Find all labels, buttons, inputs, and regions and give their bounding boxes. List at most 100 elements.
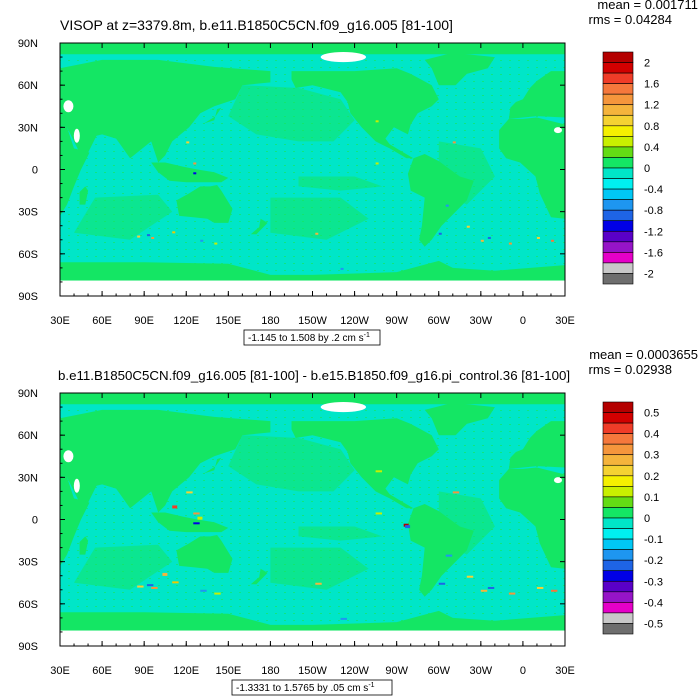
positive-anomaly-13 — [193, 512, 200, 515]
x-tick-label: 90E — [134, 665, 154, 677]
y-tick-label: 60S — [18, 599, 38, 611]
x-axis: 30E 60E 90E 120E 150E 180 150W 120W 90W 60W 30W 0 30… — [50, 393, 575, 677]
colorbar-swatch — [602, 178, 634, 190]
colorbar-swatch — [602, 623, 634, 635]
land-europe-asia — [60, 59, 271, 163]
x-tick-label: 30E — [555, 315, 575, 327]
colorbar-swatch — [602, 93, 634, 106]
colorbar-swatch — [602, 580, 634, 593]
land-africa — [60, 474, 90, 566]
ocean-near-zero-region-4 — [298, 526, 383, 541]
missing-caspian — [63, 450, 74, 463]
negative-anomaly-4 — [445, 204, 449, 207]
colorbar-swatch — [602, 401, 634, 413]
negative-anomaly-4 — [445, 554, 453, 557]
negative-anomaly-0 — [146, 584, 154, 587]
x-tick-label: 90W — [385, 665, 408, 677]
colorbar-swatch — [602, 475, 634, 487]
land-africa-w — [499, 117, 565, 219]
positive-anomaly-14 — [375, 120, 379, 123]
land-europe-asia — [60, 409, 271, 513]
positive-anomaly-9 — [452, 491, 460, 494]
colorbar-swatch — [602, 422, 634, 434]
x-tick-label: 150E — [215, 665, 241, 677]
ocean-near-zero-region-4 — [298, 176, 383, 191]
colorbar-swatch — [602, 612, 634, 624]
x-tick-label: 30E — [555, 665, 575, 677]
colorbar-label: -0.2 — [644, 555, 663, 567]
y-tick-label: 30S — [18, 557, 38, 569]
positive-anomaly-3 — [214, 242, 218, 245]
colorbar-swatch — [602, 262, 634, 274]
negative-anomaly-2 — [487, 586, 495, 589]
colorbar-swatch — [602, 230, 634, 243]
range-unit-superscript: -1 — [364, 332, 370, 339]
x-tick-label: 150W — [298, 315, 327, 327]
negative-anomaly-0 — [146, 234, 150, 237]
colorbar-swatch — [602, 62, 634, 74]
colorbar-label: -1.6 — [644, 247, 663, 259]
negative-anomaly-1 — [200, 589, 207, 592]
colorbar-swatch — [602, 570, 634, 582]
land-nz — [250, 568, 268, 585]
positive-anomaly-4 — [480, 589, 488, 592]
land-mask — [60, 402, 565, 646]
colorbar-label: -0.8 — [644, 205, 663, 217]
x-tick-label: 30W — [470, 315, 493, 327]
colorbar-label: 0.8 — [644, 121, 659, 133]
colorbar-label: 1.6 — [644, 79, 659, 91]
colorbar-swatch — [602, 252, 634, 264]
colorbar-label: -0.4 — [644, 184, 663, 196]
strong-anomaly-1 — [405, 525, 411, 529]
x-tick-label: 150W — [298, 665, 327, 677]
ocean-near-zero-region-1 — [74, 194, 173, 240]
x-tick-label: 0 — [520, 665, 526, 677]
positive-anomaly-9 — [452, 141, 456, 144]
colorbar-swatch — [602, 136, 634, 148]
colorbar-label: -2 — [644, 268, 654, 280]
map-plot — [60, 43, 565, 296]
x-tick-label: 60W — [427, 315, 450, 327]
y-tick-label: 90S — [18, 641, 38, 653]
y-tick-label: 30N — [18, 122, 38, 134]
missing-arctic — [320, 51, 367, 63]
colorbar-swatch — [602, 51, 634, 63]
land-nz — [250, 218, 268, 235]
missing-red-sea — [73, 128, 80, 143]
anomaly-features — [137, 470, 558, 620]
x-tick-label: 180 — [261, 665, 279, 677]
land-madagascar — [79, 186, 89, 205]
colorbar-swatch — [602, 125, 634, 137]
colorbar-swatch — [602, 209, 634, 222]
missing-caspian — [63, 100, 74, 113]
colorbar-label: 0 — [644, 513, 650, 525]
colorbar-swatch — [602, 528, 634, 540]
colorbar-swatch — [602, 591, 634, 603]
land-greenland — [424, 52, 495, 86]
positive-anomaly-0 — [137, 235, 141, 238]
negative-anomaly-1 — [200, 239, 204, 242]
colorbar-label: 0.3 — [644, 450, 659, 462]
y-tick-label: 60N — [18, 430, 38, 442]
positive-anomaly-11 — [315, 582, 322, 585]
x-tick-label: 180 — [261, 315, 279, 327]
ocean-near-zero-region-2 — [270, 197, 369, 240]
ocean-near-zero-region-0 — [228, 435, 355, 492]
positive-anomaly-7 — [550, 589, 558, 592]
y-tick-label: 30S — [18, 207, 38, 219]
positive-anomaly-8 — [466, 225, 470, 228]
positive-anomaly-5 — [508, 242, 512, 245]
y-tick-label: 30N — [18, 472, 38, 484]
colorbar-label: 0 — [644, 163, 650, 175]
x-tick-label: 60E — [92, 665, 112, 677]
land-indonesia — [151, 512, 229, 533]
land-madagascar — [79, 536, 89, 555]
positive-anomaly-1 — [151, 236, 155, 239]
negative-anomaly-3 — [193, 172, 197, 175]
y-axis: 90N 60N 30N 0 30S 60S 90S — [18, 388, 565, 653]
x-axis: 30E 60E 90E 120E 150E 180 150W 120W 90W 60W 30W 0 30… — [50, 43, 575, 327]
colorbar-label: 0.5 — [644, 408, 659, 420]
colorbar-swatch — [602, 486, 634, 498]
colorbar-swatch — [602, 464, 634, 477]
